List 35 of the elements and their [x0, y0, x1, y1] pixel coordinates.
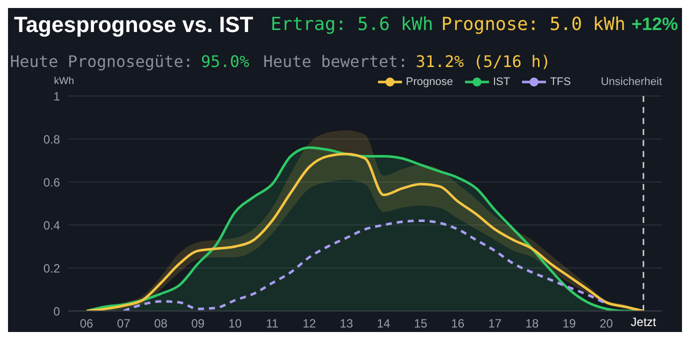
legend-label: TFS	[549, 76, 571, 88]
y-tick-label: 0.8	[43, 132, 60, 146]
x-tick-label: 13	[340, 316, 354, 331]
x-tick-label: 06	[80, 316, 94, 331]
x-tick-label: 15	[414, 316, 428, 331]
y-tick-label: 0.2	[43, 261, 60, 276]
x-tick-label: 17	[488, 316, 502, 331]
x-tick-label: 18	[525, 316, 540, 331]
x-tick-label: 09	[191, 316, 205, 331]
text: Heute bewertet:	[263, 52, 408, 71]
x-tick-label: 14	[376, 316, 391, 331]
text: Prognose: 5.0 kWh	[441, 14, 626, 35]
text: Ertrag: 5.6 kWh	[270, 14, 434, 35]
legend-label: Prognose	[404, 76, 453, 88]
chart-title: Tagesprognose vs. IST	[14, 12, 254, 38]
y-tick-label: 0.6	[43, 175, 60, 190]
x-tick-label: 08	[154, 316, 168, 331]
text: 31.2% (5/16 h)	[416, 52, 551, 71]
legend-label: IST	[492, 76, 510, 88]
x-tick-label: 20	[600, 316, 614, 331]
x-tick-label: 19	[562, 316, 576, 331]
x-tick-label: 12	[302, 316, 316, 331]
y-axis-title: kWh	[54, 76, 74, 87]
ref-line-label: Jetzt	[630, 315, 657, 329]
text: +12%	[631, 14, 678, 34]
x-tick-label: 07	[117, 316, 131, 331]
x-tick-label: 10	[228, 316, 242, 331]
y-tick-label: 0.4	[43, 218, 60, 232]
x-tick-label: 16	[451, 316, 465, 331]
y-tick-label: 0	[53, 304, 60, 318]
text: Heute Prognosegüte:	[10, 52, 194, 71]
x-tick-label: 11	[266, 316, 279, 331]
y-tick-label: 1	[53, 89, 60, 104]
text: Unsicherheit	[600, 76, 662, 88]
text: 95.0%	[201, 52, 250, 71]
